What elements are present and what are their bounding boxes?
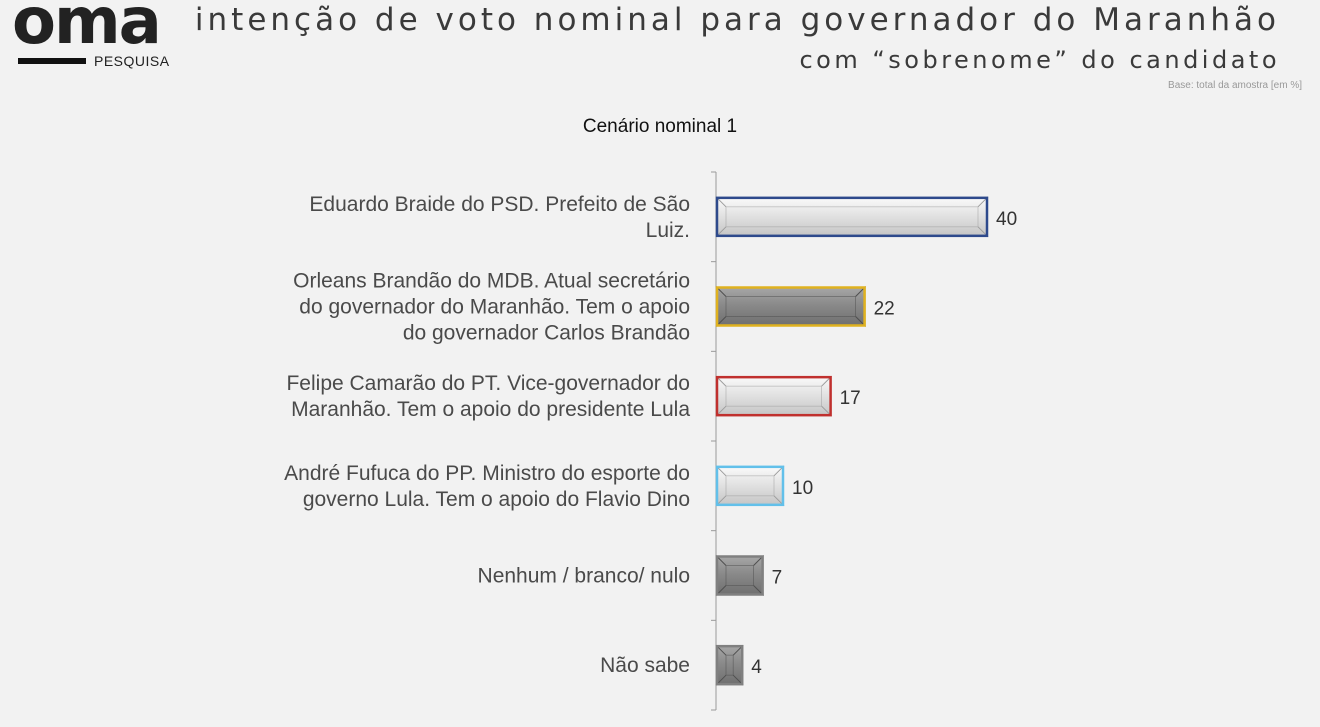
category-label: Felipe Camarão do PT. Vice-governador do [286, 372, 690, 395]
category-label: Luiz. [646, 219, 690, 242]
category-label: Nenhum / branco/ nulo [478, 565, 690, 588]
category-label: do governador do Maranhão. Tem o apoio [299, 296, 690, 319]
category-label: Maranhão. Tem o apoio do presidente Lula [291, 398, 690, 421]
logo-bar [18, 58, 86, 64]
bar-bevel-face [725, 385, 822, 407]
category-label: do governador Carlos Brandão [403, 322, 690, 345]
bar-fill [716, 286, 866, 327]
bar-border [715, 196, 989, 238]
page-title: intenção de voto nominal para governador… [194, 2, 1280, 38]
bar-fill [716, 465, 784, 506]
bar [715, 644, 744, 686]
bar-bevel-face [725, 296, 857, 317]
logo-subtitle: PESQUISA [94, 53, 170, 69]
page-subtitle: com “sobrenome” do candidato [799, 46, 1280, 74]
bar [715, 286, 866, 327]
bar-bevel-face [725, 565, 755, 586]
bar [715, 465, 785, 507]
data-label: 40 [996, 209, 1017, 230]
data-label: 4 [751, 657, 762, 678]
data-label: 7 [772, 568, 783, 589]
bar-fill [716, 376, 832, 417]
bar-border [715, 465, 785, 507]
bar-bevel-face [725, 206, 979, 228]
category-label: governo Lula. Tem o apoio do Flavio Dino [303, 488, 690, 511]
oma-logo: oma PESQUISA [12, 0, 172, 80]
bar-bevel-face [725, 654, 734, 676]
data-label: 10 [792, 478, 813, 499]
bar-fill [716, 196, 988, 237]
category-label: Orleans Brandão do MDB. Atual secretário [293, 270, 690, 293]
logo-wordmark: oma [12, 0, 162, 59]
bar [715, 375, 832, 417]
bar [715, 555, 764, 596]
bar-bevel-face [725, 475, 775, 497]
bar-border [715, 555, 764, 596]
bar-border [715, 644, 744, 686]
category-label: Não sabe [600, 654, 690, 677]
bar-border [715, 286, 866, 327]
base-note: Base: total da amostra [em %] [1168, 80, 1302, 91]
category-label: Eduardo Braide do PSD. Prefeito de São [309, 193, 690, 216]
bar-fill [716, 555, 764, 596]
bar-border [715, 375, 832, 417]
data-label: 22 [874, 299, 895, 320]
chart-title: Cenário nominal 1 [583, 116, 737, 137]
bar [715, 196, 989, 238]
category-label: André Fufuca do PP. Ministro do esporte … [284, 462, 690, 485]
data-label: 17 [840, 388, 861, 409]
bar-fill [716, 645, 744, 686]
